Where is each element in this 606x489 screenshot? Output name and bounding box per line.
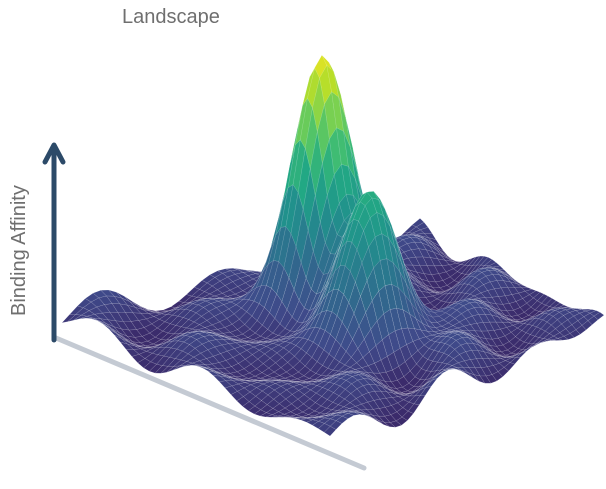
surface-mesh xyxy=(62,55,604,436)
y-axis-label: Binding Affinity xyxy=(8,185,31,316)
figure-title: Landscape xyxy=(122,6,220,29)
